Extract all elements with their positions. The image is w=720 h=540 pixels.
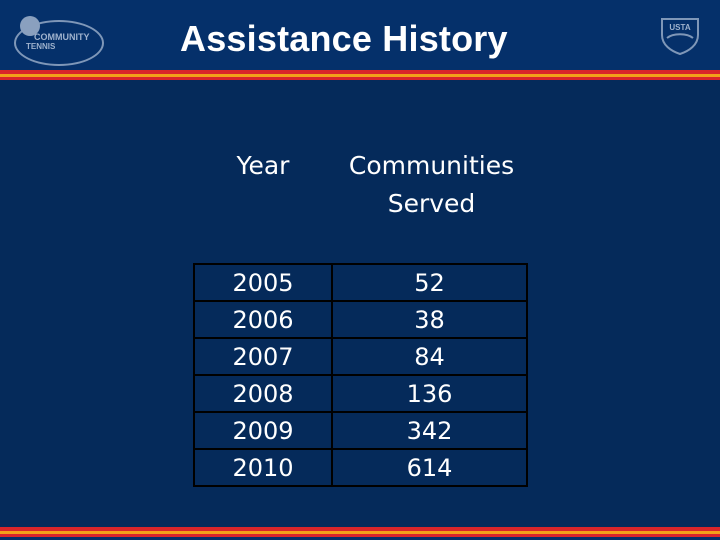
header-bar: COMMUNITY TENNIS Assistance History USTA <box>0 0 720 70</box>
communities-cell: 84 <box>331 337 528 376</box>
top-stripe-red-lower <box>0 77 720 80</box>
year-cell: 2007 <box>193 337 333 376</box>
table-row: 2008 136 <box>193 374 528 413</box>
year-cell: 2009 <box>193 411 333 450</box>
communities-cell: 614 <box>331 448 528 487</box>
top-stripe-red <box>0 70 720 74</box>
page-title: Assistance History <box>180 18 508 59</box>
bottom-stripe-red-lower <box>0 534 720 537</box>
bottom-stripe-red <box>0 527 720 531</box>
table-row: 2006 38 <box>193 300 528 339</box>
table-row: 2009 342 <box>193 411 528 450</box>
table-row: 2010 614 <box>193 448 528 487</box>
year-cell: 2006 <box>193 300 333 339</box>
communities-cell: 342 <box>331 411 528 450</box>
communities-cell: 52 <box>331 263 528 302</box>
community-tennis-logo: COMMUNITY TENNIS <box>10 10 106 66</box>
communities-cell: 136 <box>331 374 528 413</box>
usta-shield-logo: USTA <box>661 18 699 56</box>
year-cell: 2010 <box>193 448 333 487</box>
communities-cell: 38 <box>331 300 528 339</box>
logo-ring-icon <box>14 20 104 66</box>
table-row: 2007 84 <box>193 337 528 376</box>
bottom-stripe-blue <box>0 537 720 540</box>
logo-text-line2: TENNIS <box>26 42 56 51</box>
logo-text-line1: COMMUNITY <box>34 32 90 42</box>
top-stripe-gold <box>0 74 720 77</box>
usta-logo-text: USTA <box>669 23 690 32</box>
column-header-communities-served: Communities Served <box>333 147 530 223</box>
tennis-ball-icon <box>20 16 40 36</box>
assistance-table: 2005 52 2006 38 2007 84 2008 136 2009 34… <box>193 263 528 487</box>
bottom-stripe-gold <box>0 531 720 534</box>
year-cell: 2005 <box>193 263 333 302</box>
year-cell: 2008 <box>193 374 333 413</box>
table-row: 2005 52 <box>193 263 528 302</box>
column-header-year: Year <box>236 151 290 180</box>
column-header-communities-served-text: Communities Served <box>348 151 515 218</box>
